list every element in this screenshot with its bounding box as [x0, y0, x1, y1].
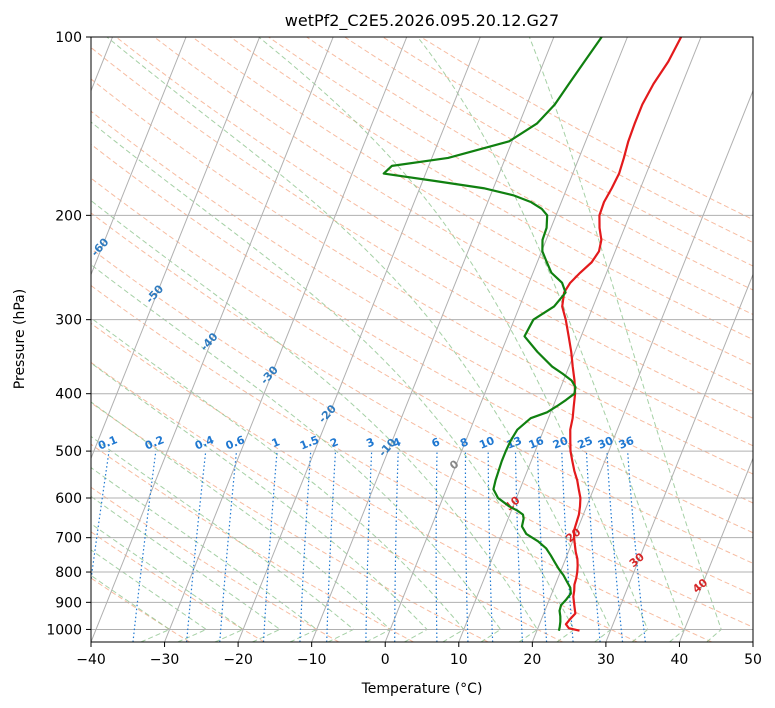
dry-adiabat: [115, 37, 753, 419]
chart-title: wetPf2_C2E5.2026.095.20.12.G27: [285, 11, 559, 31]
x-tick-label: 0: [381, 652, 390, 668]
mixing-ratio-label: 1: [270, 435, 282, 450]
mixing-ratio-label: 10: [477, 434, 496, 452]
x-tick-label: 40: [671, 652, 689, 668]
moist-adiabat: [91, 495, 281, 642]
x-tick-label: 10: [450, 652, 468, 668]
mixing-ratio-label: 13: [505, 434, 524, 452]
mixing-ratio-label: 20: [551, 434, 570, 452]
x-tick-label: 50: [744, 652, 762, 668]
moist-adiabat: [106, 37, 612, 642]
x-tick-label: 20: [523, 652, 541, 668]
y-tick-label: 1000: [46, 622, 82, 638]
mixing-ratio-label: 16: [527, 434, 546, 452]
x-tick-label: −10: [297, 652, 327, 668]
dry-adiabat: [91, 284, 712, 642]
isotherm: [678, 456, 753, 642]
isotherm: [91, 37, 261, 460]
temperature-line: [561, 37, 683, 632]
y-tick-label: 600: [55, 491, 82, 507]
isotherm: [605, 273, 753, 642]
dry-adiabat: [382, 37, 753, 244]
y-tick-label: 700: [55, 531, 82, 547]
isotherm: [384, 37, 628, 642]
sounding-profiles: [382, 37, 683, 632]
dry-adiabat: [91, 248, 753, 628]
x-tick-label: −30: [150, 652, 180, 668]
y-tick-label: 900: [55, 595, 82, 611]
mixing-ratio-label: 36: [617, 434, 636, 452]
dry-adiabat: [91, 486, 340, 642]
moist-adiabat: [91, 199, 539, 642]
y-tick-label: 400: [55, 387, 82, 403]
isotherm: [164, 37, 408, 642]
isotherm: [91, 37, 187, 276]
plot-frame: [90, 36, 754, 643]
x-tick-label: −20: [223, 652, 253, 668]
dry-adiabat: [91, 531, 265, 642]
dry-adiabat: [91, 143, 753, 534]
dry-adiabat: [91, 177, 753, 564]
mixing-ratio-line: [627, 451, 646, 642]
mixing-ratio-line: [132, 451, 157, 642]
dewpoint-line: [382, 37, 603, 631]
x-axis-title: Temperature (°C): [361, 681, 483, 697]
y-tick-label: 500: [55, 444, 82, 460]
dry-adiabat: [153, 37, 753, 392]
y-tick-label: 800: [55, 565, 82, 581]
dry-adiabat: [91, 212, 753, 596]
moist-adiabat: [91, 362, 428, 642]
y-tick-label: 300: [55, 313, 82, 329]
moist-adiabat: [417, 37, 686, 642]
dry-adiabat: [91, 361, 563, 642]
isotherm: [458, 37, 702, 642]
moist-adiabat: [91, 264, 502, 642]
y-axis-title: Pressure (hPa): [12, 289, 28, 389]
dry-adiabat: [91, 443, 414, 642]
moist-adiabat: [91, 317, 465, 642]
dry-adiabat: [192, 37, 753, 366]
mixing-ratio-label: 30: [596, 434, 615, 452]
background-lines: [91, 37, 753, 642]
isotherm: [531, 89, 753, 642]
y-tick-label: 100: [55, 30, 82, 46]
moist-adiabat: [528, 37, 722, 642]
axes: −40 −30 −20 −10 0 10 20 30 40 50 100 200 300 400 500 60…: [46, 30, 762, 668]
moist-adiabat: [258, 37, 649, 642]
y-tick-label: 200: [55, 208, 82, 224]
mixing-ratio-label: 3: [364, 435, 376, 450]
moist-adiabat: [91, 549, 208, 642]
isotherm: [91, 37, 334, 642]
mixing-ratio-label: 2: [328, 435, 340, 450]
mixing-ratio-label: 25: [576, 434, 595, 452]
moist-adiabat: [91, 523, 245, 642]
dry-adiabat: [268, 37, 753, 316]
dry-adiabat: [344, 37, 753, 267]
mixing-ratio-line: [91, 451, 110, 585]
mixing-ratio-label: 8: [458, 435, 470, 450]
dry-adiabat: [91, 46, 753, 447]
moist-adiabat: [91, 466, 318, 642]
dry-adiabat: [91, 78, 753, 475]
moist-adiabat: [91, 121, 575, 642]
isotherm: [237, 37, 481, 642]
x-tick-label: 30: [597, 652, 615, 668]
x-tick-label: −40: [76, 652, 106, 668]
